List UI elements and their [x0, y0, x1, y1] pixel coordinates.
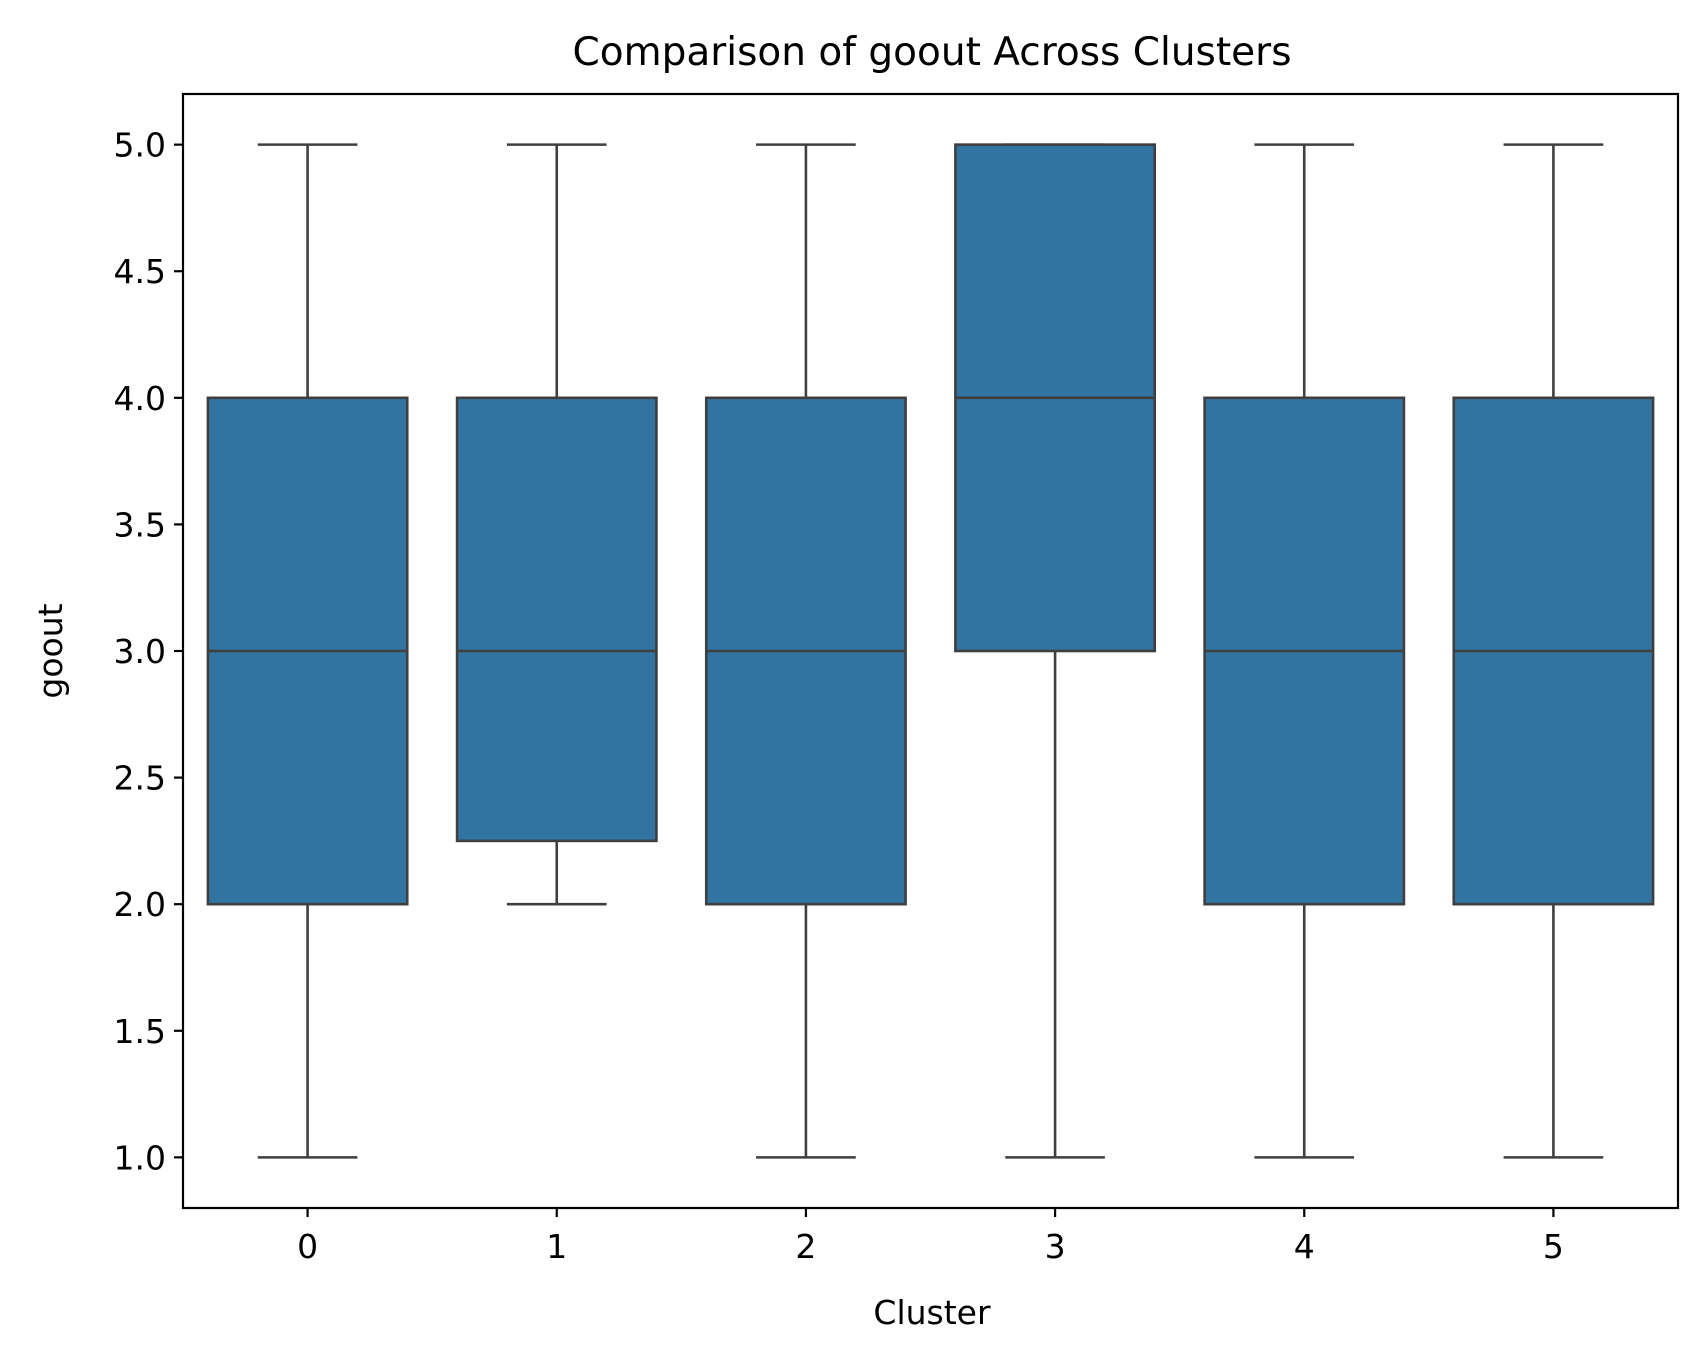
iqr-box — [455, 396, 658, 843]
box-group-0 — [206, 143, 409, 1159]
x-tick-label: 1 — [546, 1227, 567, 1266]
y-tick-label: 1.5 — [114, 1012, 166, 1051]
x-tick-label: 4 — [1294, 1227, 1315, 1266]
box-group-2 — [704, 143, 907, 1159]
x-axis: 0 1 2 3 4 5 — [297, 1208, 1564, 1266]
y-tick-label: 3.0 — [114, 632, 166, 671]
y-tick-label: 1.0 — [114, 1138, 166, 1177]
plot-area — [206, 143, 1655, 1159]
y-axis: 1.0 1.5 2.0 2.5 3.0 3.5 4.0 4.5 5.0 — [114, 126, 183, 1177]
x-axis-label: Cluster — [873, 1293, 991, 1332]
y-tick-label: 2.0 — [114, 885, 166, 924]
chart-title: Comparison of goout Across Clusters — [572, 30, 1291, 75]
y-axis-label: goout — [31, 603, 70, 698]
box-group-1 — [455, 143, 658, 906]
y-tick-label: 4.5 — [114, 252, 166, 291]
y-tick-label: 4.0 — [114, 379, 166, 418]
x-tick-label: 5 — [1543, 1227, 1564, 1266]
y-tick-label: 2.5 — [114, 759, 166, 798]
x-tick-label: 0 — [297, 1227, 318, 1266]
box-group-4 — [1203, 143, 1406, 1159]
box-group-5 — [1452, 143, 1655, 1159]
box-group-3 — [954, 143, 1157, 1159]
x-tick-label: 3 — [1045, 1227, 1066, 1266]
y-tick-label: 5.0 — [114, 126, 166, 165]
x-tick-label: 2 — [795, 1227, 816, 1266]
y-tick-label: 3.5 — [114, 505, 166, 544]
